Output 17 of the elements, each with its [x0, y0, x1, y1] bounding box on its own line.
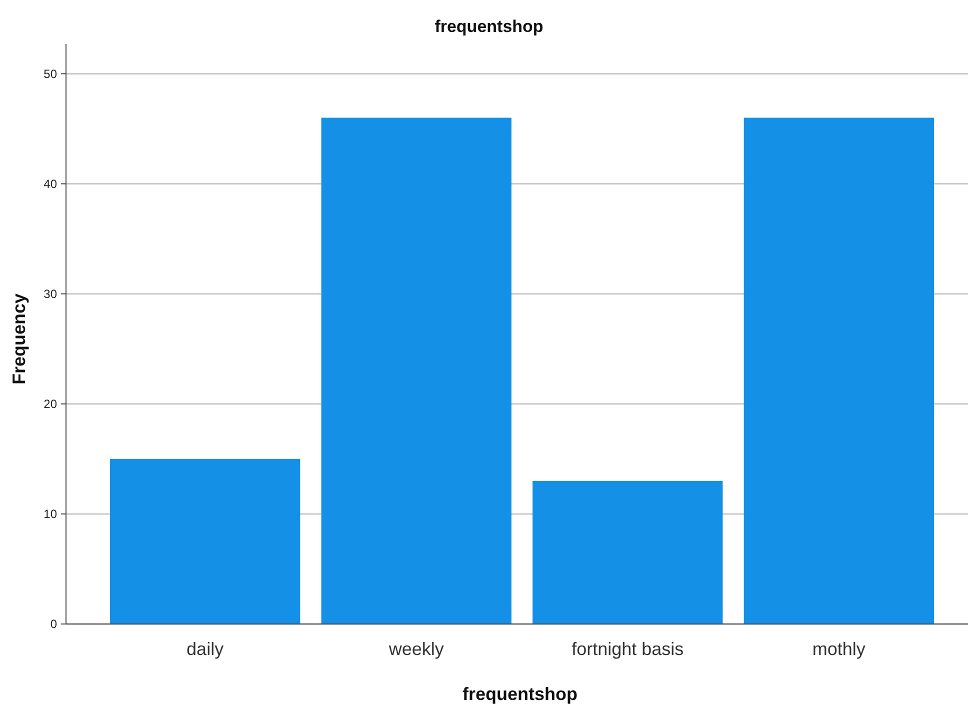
y-tick-label: 40: [44, 176, 58, 191]
y-tick-label: 30: [44, 287, 58, 302]
y-tick-label: 0: [50, 617, 58, 632]
x-tick-label: fortnight basis: [572, 639, 684, 659]
x-tick-label: daily: [186, 639, 224, 659]
bar: [744, 118, 934, 624]
y-axis-title: Frequency: [9, 293, 29, 385]
bar: [110, 458, 300, 624]
y-tick-label: 10: [44, 507, 58, 522]
bar: [321, 118, 512, 624]
y-tick-label: 20: [44, 397, 58, 412]
x-tick-label: weekly: [388, 639, 444, 659]
x-axis-title: frequentshop: [462, 684, 578, 704]
chart-title: frequentshop: [434, 17, 544, 36]
bar: [532, 480, 723, 624]
y-tick-label: 50: [44, 66, 58, 81]
x-tick-label: mothly: [812, 639, 866, 659]
